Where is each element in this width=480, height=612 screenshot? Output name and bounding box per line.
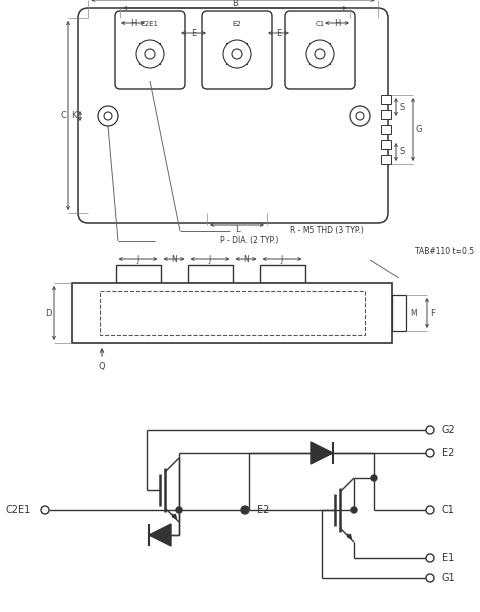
Circle shape	[232, 49, 242, 59]
Circle shape	[145, 49, 155, 59]
Polygon shape	[149, 524, 171, 546]
Text: C1: C1	[442, 505, 455, 515]
Text: L: L	[235, 225, 240, 234]
Text: N: N	[243, 255, 249, 264]
Bar	[116, 265, 160, 283]
Bar	[188, 265, 232, 283]
Circle shape	[426, 506, 434, 514]
Text: TAB#110 t=0.5: TAB#110 t=0.5	[415, 247, 474, 256]
Text: G1: G1	[442, 573, 456, 583]
Text: E1: E1	[442, 553, 454, 563]
Text: G: G	[416, 125, 422, 134]
Text: N: N	[171, 255, 177, 264]
Text: J: J	[209, 255, 211, 264]
Circle shape	[98, 106, 118, 126]
Bar	[381, 95, 391, 104]
Circle shape	[241, 506, 249, 514]
Text: S: S	[399, 147, 405, 157]
Text: C2E1: C2E1	[6, 505, 31, 515]
Text: K: K	[71, 111, 77, 121]
Circle shape	[41, 506, 49, 514]
Circle shape	[350, 106, 370, 126]
Bar	[381, 140, 391, 149]
Text: B: B	[232, 0, 238, 7]
Text: R - M5 THD (3 TYP.): R - M5 THD (3 TYP.)	[290, 226, 364, 236]
Text: F: F	[431, 308, 435, 318]
Text: M: M	[411, 308, 417, 318]
Bar	[260, 265, 304, 283]
Circle shape	[426, 449, 434, 457]
Polygon shape	[311, 442, 333, 464]
FancyBboxPatch shape	[115, 11, 185, 89]
Circle shape	[223, 40, 251, 68]
Circle shape	[356, 112, 364, 120]
Text: E2: E2	[442, 448, 455, 458]
Text: C: C	[60, 111, 66, 120]
Circle shape	[426, 426, 434, 434]
Circle shape	[136, 40, 164, 68]
Text: S: S	[399, 102, 405, 111]
Text: E: E	[191, 29, 196, 37]
Bar	[100, 291, 365, 335]
Text: H: H	[334, 18, 340, 28]
Bar	[381, 155, 391, 164]
Bar	[72, 283, 392, 343]
Bar	[381, 110, 391, 119]
Circle shape	[426, 574, 434, 582]
Text: G2: G2	[442, 425, 456, 435]
Circle shape	[306, 40, 334, 68]
Text: E: E	[276, 29, 281, 37]
Bar	[381, 125, 391, 134]
Text: E2: E2	[257, 505, 269, 515]
Circle shape	[104, 112, 112, 120]
Text: C1: C1	[315, 21, 324, 27]
Text: J: J	[281, 255, 283, 264]
FancyBboxPatch shape	[202, 11, 272, 89]
Text: P - DIA. (2 TYP.): P - DIA. (2 TYP.)	[220, 236, 278, 245]
Text: J: J	[137, 255, 139, 264]
Text: C2E1: C2E1	[141, 21, 159, 27]
Bar	[392, 295, 406, 331]
Circle shape	[351, 507, 357, 513]
Text: D: D	[45, 308, 51, 318]
Circle shape	[242, 507, 248, 513]
Circle shape	[315, 49, 325, 59]
FancyBboxPatch shape	[78, 8, 388, 223]
Text: H: H	[130, 18, 136, 28]
Circle shape	[176, 507, 182, 513]
Circle shape	[371, 475, 377, 481]
Bar	[140, 44, 160, 64]
FancyBboxPatch shape	[285, 11, 355, 89]
Text: Q: Q	[99, 362, 105, 370]
Bar	[310, 44, 330, 64]
Circle shape	[426, 554, 434, 562]
Bar	[227, 44, 247, 64]
Text: E2: E2	[233, 21, 241, 27]
